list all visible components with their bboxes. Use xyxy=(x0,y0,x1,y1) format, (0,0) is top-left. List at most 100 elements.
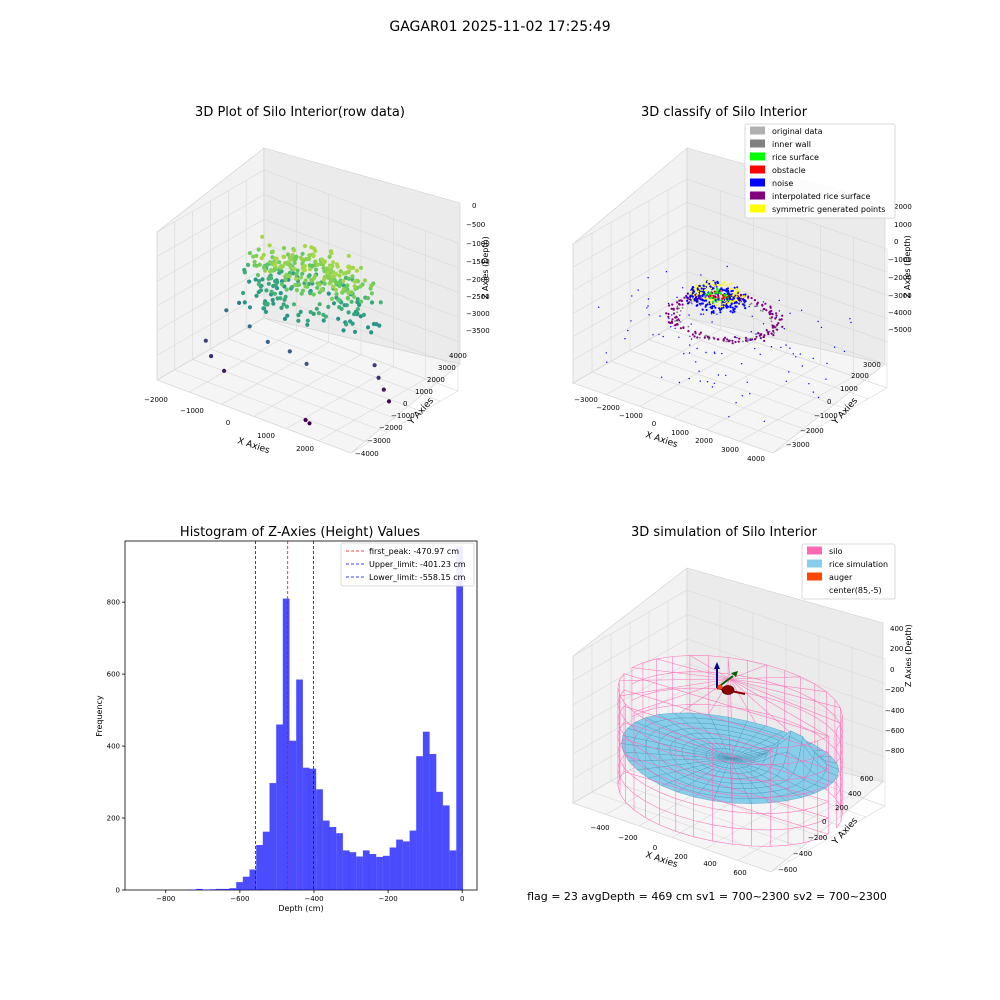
data-point xyxy=(637,289,639,291)
data-point xyxy=(352,312,357,317)
data-point xyxy=(702,279,705,282)
data-point xyxy=(341,287,346,292)
data-point xyxy=(714,281,717,284)
data-point xyxy=(352,329,358,334)
data-point xyxy=(750,297,753,300)
data-point xyxy=(690,301,693,303)
legend-label: interpolated rice surface xyxy=(772,192,870,201)
data-point xyxy=(738,293,740,296)
classify-z-ticks: 2000 1000 0 −1000 −2000 −3000 −4000 −500… xyxy=(888,203,912,334)
data-point xyxy=(277,260,282,265)
z-tick-label: −3000 xyxy=(888,292,912,300)
x-tick-label: −3000 xyxy=(574,396,598,404)
data-point xyxy=(686,299,689,302)
data-point xyxy=(718,300,721,303)
data-point xyxy=(704,293,708,296)
data-point xyxy=(700,313,702,315)
data-point xyxy=(676,305,679,308)
data-point xyxy=(355,297,360,302)
gridline xyxy=(686,589,886,660)
data-point xyxy=(255,273,261,278)
data-point xyxy=(605,352,607,354)
data-point xyxy=(648,314,650,316)
simulation-x-ticks: −400 −200 0 200 400 600 xyxy=(590,824,746,877)
data-point xyxy=(270,249,275,254)
z-tick-label: −2500 xyxy=(466,293,490,301)
data-point xyxy=(746,337,749,340)
y-tick-label: 600 xyxy=(860,775,873,783)
data-point xyxy=(369,330,374,335)
y-tick-label: −4000 xyxy=(355,450,379,458)
data-point xyxy=(358,265,364,270)
data-point xyxy=(359,299,364,304)
data-point xyxy=(710,302,713,305)
data-point xyxy=(708,282,711,285)
data-point xyxy=(719,308,722,311)
data-point xyxy=(735,305,738,308)
data-point xyxy=(754,305,756,308)
data-point xyxy=(305,318,310,323)
data-point xyxy=(699,380,701,382)
data-point xyxy=(817,320,819,323)
data-point xyxy=(709,298,712,301)
gridline xyxy=(156,169,265,233)
data-point xyxy=(729,310,732,313)
data-point xyxy=(737,340,740,343)
x-tick-label: −400 xyxy=(590,824,609,832)
data-point xyxy=(315,285,320,290)
data-point xyxy=(763,307,766,311)
data-point xyxy=(730,290,733,293)
data-point xyxy=(735,402,737,404)
data-point xyxy=(273,279,278,284)
data-point xyxy=(772,329,775,333)
data-point xyxy=(323,266,329,271)
data-point xyxy=(772,334,775,337)
data-point xyxy=(667,302,670,305)
data-point xyxy=(753,299,757,302)
data-point xyxy=(706,335,709,338)
y-tick-label: −3000 xyxy=(367,437,391,445)
data-point xyxy=(693,335,696,338)
data-point xyxy=(297,282,302,287)
data-point xyxy=(265,301,270,306)
data-point xyxy=(678,320,680,322)
data-point xyxy=(763,339,766,342)
data-point xyxy=(785,344,787,346)
data-point xyxy=(267,243,272,248)
data-point xyxy=(686,292,689,295)
data-point xyxy=(314,306,319,311)
histogram-bar xyxy=(269,783,277,890)
data-point xyxy=(726,298,729,301)
legend-label: auger xyxy=(829,573,853,582)
data-point xyxy=(346,253,351,258)
z-tick-label: −1000 xyxy=(466,240,490,248)
data-point xyxy=(738,299,741,302)
data-point xyxy=(725,304,729,307)
data-point xyxy=(709,294,712,297)
histogram-bar xyxy=(342,850,350,890)
legend-swatch xyxy=(750,178,765,187)
histogram-bar xyxy=(449,850,457,890)
data-point xyxy=(781,325,784,328)
data-point xyxy=(329,296,334,301)
gridline xyxy=(246,328,441,402)
data-point xyxy=(701,308,704,311)
x-tick-label: −2000 xyxy=(144,396,168,404)
x-tick-label: 2000 xyxy=(296,445,314,453)
data-point xyxy=(691,295,695,298)
y-tick-label: −1000 xyxy=(814,412,838,420)
data-point xyxy=(273,263,278,268)
data-point xyxy=(313,267,319,272)
z-tick-label: 400 xyxy=(890,625,903,633)
y-tick-label: 1000 xyxy=(840,385,858,393)
data-point xyxy=(710,313,713,315)
data-point xyxy=(800,309,803,311)
data-point xyxy=(209,354,214,359)
legend-swatch xyxy=(750,152,765,161)
silo-roof-line xyxy=(730,676,801,680)
data-point xyxy=(326,291,331,296)
data-point xyxy=(727,294,730,297)
data-point xyxy=(719,305,722,308)
data-point xyxy=(294,276,299,281)
data-point xyxy=(734,292,737,295)
